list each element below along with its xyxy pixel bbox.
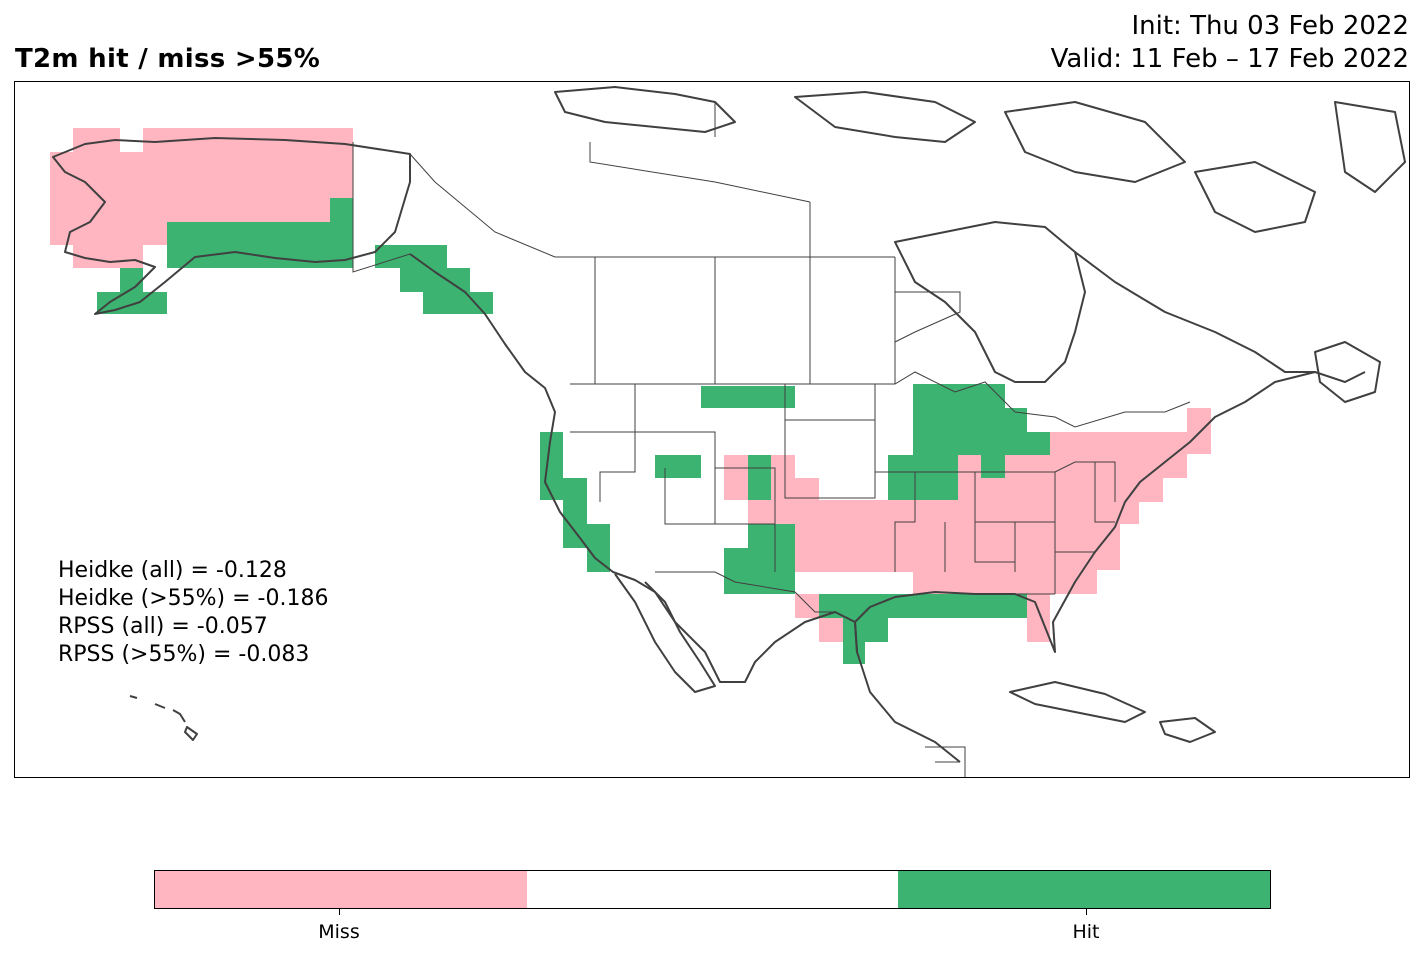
hit-region-southwest — [724, 524, 795, 594]
map-svg — [50, 86, 1406, 777]
central-america-border — [925, 746, 966, 777]
init-date: Init: Thu 03 Feb 2022 — [1131, 11, 1409, 41]
hit-region-gulf — [819, 594, 1027, 664]
hit-region-west-coast — [540, 432, 610, 572]
cuba — [1009, 681, 1146, 723]
us-mexico-border — [655, 571, 835, 613]
miss-cells — [50, 128, 1211, 642]
colorbar-label-hit: Hit — [1072, 921, 1100, 943]
labrador-coast — [1074, 251, 1315, 373]
coastlines — [52, 86, 1406, 763]
hit-region-alaska-south — [97, 198, 353, 314]
map-panel: Heidke (all) = -0.128 Heidke (>55%) = -0… — [14, 81, 1410, 778]
canada-provinces — [409, 102, 961, 384]
valid-range: Valid: 11 Feb – 17 Feb 2022 — [1050, 44, 1409, 74]
alaska-coast — [52, 137, 411, 315]
miss-region-alaska — [50, 128, 353, 268]
map-title: T2m hit / miss >55% — [15, 44, 321, 74]
political-borders — [352, 102, 1191, 777]
hit-cells — [97, 198, 1050, 664]
colorbar-neutral-segment — [526, 871, 899, 908]
hudson-bay — [894, 221, 1086, 383]
colorbar — [154, 870, 1271, 909]
us-canada-border — [570, 371, 1191, 428]
skill-scores: Heidke (all) = -0.128 Heidke (>55%) = -0… — [58, 557, 328, 669]
hit-region-alaska-peninsula — [97, 268, 167, 314]
arctic-island-4 — [1194, 161, 1316, 233]
arctic-island-1 — [554, 86, 736, 133]
rpss-55-score: RPSS (>55%) = -0.083 — [58, 642, 310, 667]
colorbar-tick-hit — [1086, 909, 1087, 915]
hit-region-utah — [655, 455, 701, 478]
hit-region-colorado — [748, 455, 771, 500]
arctic-island-2 — [794, 91, 976, 143]
arctic-island-3 — [1004, 101, 1186, 183]
gulf-coast — [854, 371, 1366, 653]
newfoundland — [1314, 341, 1381, 403]
colorbar-tick-miss — [339, 909, 340, 915]
baja-coast — [614, 573, 716, 693]
date-info: Init: Thu 03 Feb 2022 Valid: 11 Feb – 17… — [1051, 10, 1409, 76]
miss-region-east — [724, 408, 1211, 642]
arctic-island-5 — [1334, 101, 1406, 193]
colorbar-miss-segment — [155, 871, 527, 908]
hawaii — [129, 695, 198, 741]
rpss-all-score: RPSS (all) = -0.057 — [58, 614, 268, 639]
colorbar-label-miss: Miss — [318, 921, 360, 943]
colorbar-hit-segment — [898, 871, 1271, 908]
hit-region-panhandle — [375, 245, 493, 314]
heidke-all-score: Heidke (all) = -0.128 — [58, 558, 287, 583]
hit-region-idaho — [701, 386, 795, 408]
hispaniola — [1159, 717, 1216, 743]
heidke-55-score: Heidke (>55%) = -0.186 — [58, 586, 329, 611]
us-states — [570, 384, 1116, 595]
alaska-canada-border — [352, 142, 411, 273]
hit-region-great-lakes — [888, 384, 1050, 500]
